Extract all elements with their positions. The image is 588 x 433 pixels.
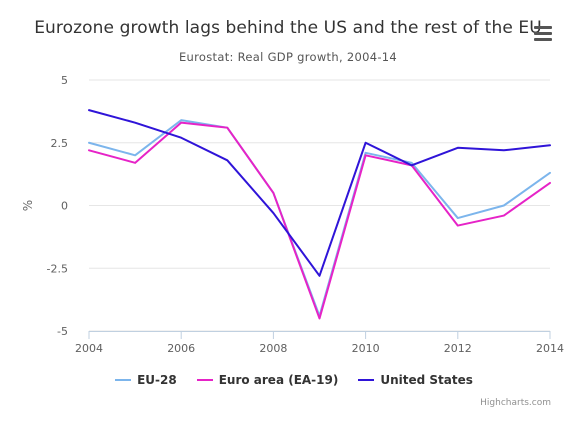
data-point[interactable] — [224, 125, 230, 131]
hamburger-menu-icon-bar — [534, 32, 552, 35]
export-menu-button[interactable] — [533, 26, 553, 42]
x-tick-label: 2008 — [259, 342, 287, 355]
y-tick-label: 2.5 — [51, 137, 69, 150]
data-point[interactable] — [409, 162, 415, 168]
data-point[interactable] — [132, 160, 138, 166]
data-point[interactable] — [86, 147, 92, 153]
highcharts-credits-link[interactable]: Highcharts.com — [480, 398, 551, 408]
data-point[interactable] — [86, 140, 92, 146]
data-point[interactable] — [363, 152, 369, 158]
data-point[interactable] — [501, 213, 507, 219]
series-line-euro-area-ea-19[interactable] — [88, 121, 551, 320]
legend-item[interactable]: EU-28 — [115, 373, 177, 387]
y-tick-label: 0 — [61, 200, 68, 213]
data-point[interactable] — [363, 140, 369, 146]
legend-swatch — [196, 378, 213, 381]
data-point[interactable] — [455, 215, 461, 221]
y-axis-label: % — [21, 200, 35, 211]
data-point[interactable] — [547, 142, 553, 148]
data-point[interactable] — [501, 147, 507, 153]
data-point[interactable] — [501, 203, 507, 209]
legend-label: United States — [380, 373, 473, 387]
data-point[interactable] — [224, 157, 230, 163]
legend-item[interactable]: Euro area (EA-19) — [196, 373, 339, 387]
data-point[interactable] — [317, 273, 323, 279]
hamburger-menu-icon — [534, 26, 552, 29]
data-point[interactable] — [86, 107, 92, 113]
data-point[interactable] — [455, 223, 461, 229]
data-point[interactable] — [270, 190, 276, 196]
data-point[interactable] — [270, 210, 276, 216]
x-tick-label: 2006 — [167, 342, 195, 355]
x-axis — [88, 331, 551, 339]
x-tick-label: 2012 — [444, 342, 472, 355]
legend-label: Euro area (EA-19) — [218, 373, 339, 387]
hamburger-menu-icon-bar — [534, 38, 552, 41]
data-point[interactable] — [178, 120, 184, 126]
y-axis-tick-labels: 5 2.5 0 -2.5 -5 — [47, 74, 68, 338]
chart-title: Eurozone growth lags behind the US and t… — [34, 18, 542, 38]
x-tick-label: 2014 — [536, 342, 564, 355]
legend-label: EU-28 — [137, 373, 177, 387]
data-point[interactable] — [455, 145, 461, 151]
x-axis-tick-labels: 2004 2006 2008 2010 2012 2014 — [75, 342, 564, 355]
data-point[interactable] — [132, 120, 138, 126]
chart-legend: EU-28 Euro area (EA-19) United States — [0, 373, 588, 387]
data-point[interactable] — [547, 180, 553, 186]
data-point[interactable] — [317, 315, 323, 321]
grid-lines — [89, 79, 550, 332]
x-tick-label: 2004 — [75, 342, 103, 355]
legend-swatch — [115, 378, 132, 381]
y-tick-label: 5 — [61, 74, 68, 87]
series-lines — [86, 107, 553, 321]
x-tick-label: 2010 — [352, 342, 380, 355]
legend-swatch — [358, 378, 375, 381]
series-line-united-states[interactable] — [88, 109, 551, 277]
data-point[interactable] — [132, 152, 138, 158]
chart-subtitle: Eurostat: Real GDP growth, 2004-14 — [178, 50, 398, 64]
data-point[interactable] — [547, 170, 553, 176]
legend-item[interactable]: United States — [358, 373, 473, 387]
data-point[interactable] — [178, 135, 184, 141]
y-tick-label: -5 — [57, 325, 68, 338]
y-tick-label: -2.5 — [47, 262, 68, 275]
